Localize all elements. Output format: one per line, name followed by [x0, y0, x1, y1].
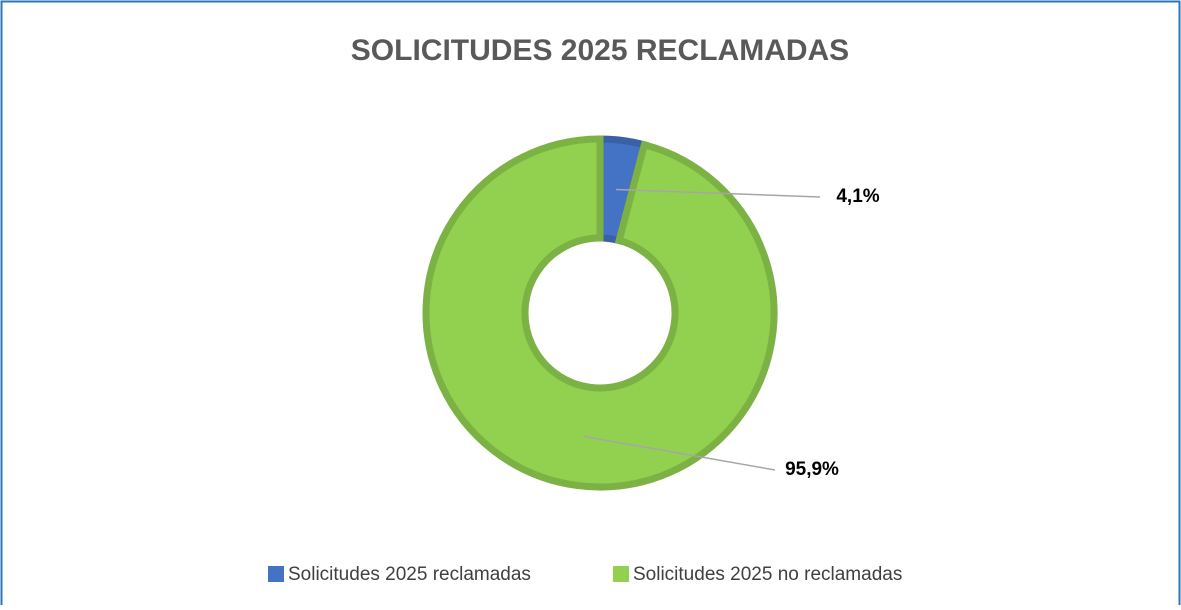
chart-title: SOLICITUDES 2025 RECLAMADAS	[351, 34, 849, 67]
leader-line	[583, 435, 776, 471]
legend-swatch	[268, 566, 284, 582]
data-label: 95,9%	[785, 459, 839, 480]
donut-segment	[422, 135, 778, 491]
legend-label: Solicitudes 2025 no reclamadas	[633, 564, 902, 585]
legend-label: Solicitudes 2025 reclamadas	[288, 564, 531, 585]
leader-line	[615, 188, 821, 198]
legend-swatch	[613, 566, 629, 582]
data-label: 4,1%	[836, 186, 879, 207]
